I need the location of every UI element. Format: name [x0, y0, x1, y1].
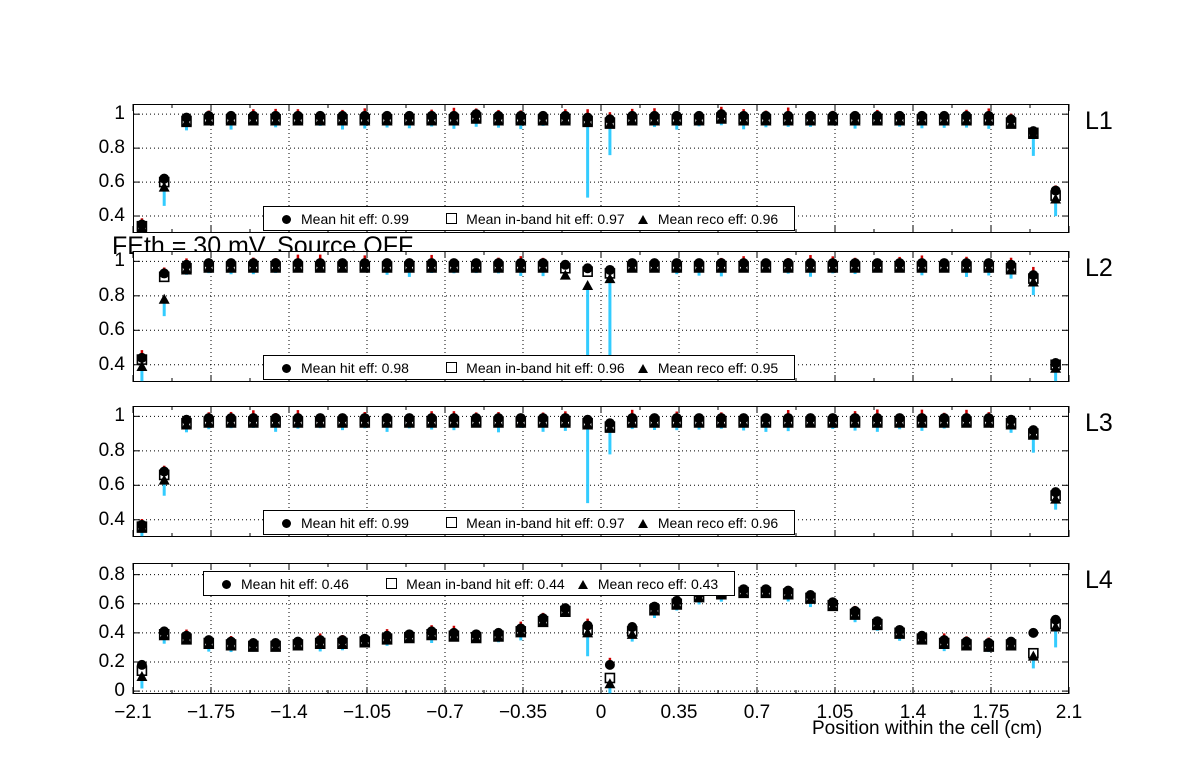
y-tick-label: 0.6	[98, 171, 125, 193]
legend-label: Mean hit eff: 0.98	[301, 359, 409, 376]
panel-label-l3: L3	[1085, 409, 1113, 437]
legend-label: Mean in-band hit eff: 0.97	[466, 514, 625, 531]
legend-entry-inband-hit-eff: Mean in-band hit eff: 0.97	[437, 515, 629, 531]
legend-entry-hit-eff: Mean hit eff: 0.46	[204, 576, 377, 592]
legend-l2: Mean hit eff: 0.98 Mean in-band hit eff: …	[263, 355, 795, 380]
filled-circle-icon	[278, 360, 294, 376]
legend-label: Mean reco eff: 0.96	[657, 514, 779, 531]
legend-label: Mean in-band hit eff: 0.96	[466, 359, 625, 376]
x-tick-label: −0.7	[426, 702, 464, 723]
panel-label-l1: L1	[1085, 107, 1113, 135]
open-square-icon	[383, 576, 399, 592]
legend-label: Mean hit eff: 0.99	[301, 514, 409, 531]
x-tick-label: −2.1	[114, 702, 152, 723]
filled-triangle-icon	[635, 211, 651, 227]
open-square-icon	[443, 360, 459, 376]
panel-label-l2: L2	[1085, 254, 1113, 282]
filled-circle-icon	[278, 515, 294, 531]
y-tick-label: 1	[114, 103, 125, 125]
legend-l4: Mean hit eff: 0.46 Mean in-band hit eff: …	[203, 571, 735, 596]
legend-label: Mean reco eff: 0.96	[657, 210, 779, 227]
y-tick-label: 0.2	[98, 650, 125, 672]
y-tick-label: 0.6	[98, 474, 125, 496]
y-tick-label: 0.4	[98, 205, 125, 227]
legend-entry-reco-eff: Mean reco eff: 0.43	[569, 576, 734, 592]
y-tick-label: 0.8	[98, 439, 125, 461]
y-tick-label: 0.6	[98, 592, 125, 614]
legend-label: Mean hit eff: 0.99	[301, 210, 409, 227]
legend-l3: Mean hit eff: 0.99 Mean in-band hit eff: …	[263, 510, 795, 535]
filled-triangle-icon	[635, 360, 651, 376]
y-tick-label: 0.4	[98, 353, 125, 375]
x-tick-label: 0	[595, 702, 607, 723]
panel-label-l4: L4	[1085, 566, 1113, 594]
x-tick-label: 2.1	[1055, 702, 1083, 723]
legend-label: Mean in-band hit eff: 0.97	[466, 210, 625, 227]
legend-label: Mean reco eff: 0.43	[597, 575, 719, 592]
y-tick-label: 1	[114, 405, 125, 427]
legend-entry-hit-eff: Mean hit eff: 0.98	[264, 360, 437, 376]
filled-circle-icon	[278, 211, 294, 227]
y-tick-label: 0	[114, 680, 125, 702]
x-tick-label: 1.75	[972, 702, 1010, 723]
legend-entry-reco-eff: Mean reco eff: 0.95	[629, 360, 794, 376]
legend-entry-hit-eff: Mean hit eff: 0.99	[264, 515, 437, 531]
legend-label: Mean reco eff: 0.95	[657, 359, 779, 376]
legend-label: Mean in-band hit eff: 0.44	[406, 575, 565, 592]
x-tick-label: −0.35	[498, 702, 548, 723]
x-axis-title: Position within the cell (cm)	[812, 718, 1043, 739]
y-tick-label: 0.4	[98, 621, 125, 643]
y-tick-label: 0.6	[98, 319, 125, 341]
filled-triangle-icon	[635, 515, 651, 531]
open-square-icon	[443, 515, 459, 531]
filled-circle-icon	[218, 576, 234, 592]
y-tick-label: 0.8	[98, 563, 125, 585]
y-tick-label: 0.8	[98, 284, 125, 306]
x-tick-label: 1.4	[899, 702, 927, 723]
y-tick-label: 0.4	[98, 508, 125, 530]
legend-entry-reco-eff: Mean reco eff: 0.96	[629, 211, 794, 227]
x-tick-label: −1.75	[186, 702, 236, 723]
x-tick-label: 0.7	[743, 702, 771, 723]
legend-entry-inband-hit-eff: Mean in-band hit eff: 0.44	[377, 576, 569, 592]
x-tick-label: 1.05	[816, 702, 854, 723]
legend-entry-reco-eff: Mean reco eff: 0.96	[629, 515, 794, 531]
y-tick-label: 1	[114, 250, 125, 272]
y-tick-label: 0.8	[98, 137, 125, 159]
x-tick-label: 0.35	[660, 702, 698, 723]
legend-entry-inband-hit-eff: Mean in-band hit eff: 0.96	[437, 360, 629, 376]
legend-entry-inband-hit-eff: Mean in-band hit eff: 0.97	[437, 211, 629, 227]
open-square-icon	[443, 211, 459, 227]
legend-label: Mean hit eff: 0.46	[241, 575, 349, 592]
legend-l1: Mean hit eff: 0.99 Mean in-band hit eff: …	[263, 206, 795, 231]
filled-triangle-icon	[575, 576, 591, 592]
x-tick-label: −1.4	[270, 702, 308, 723]
x-tick-label: −1.05	[342, 702, 392, 723]
legend-entry-hit-eff: Mean hit eff: 0.99	[264, 211, 437, 227]
